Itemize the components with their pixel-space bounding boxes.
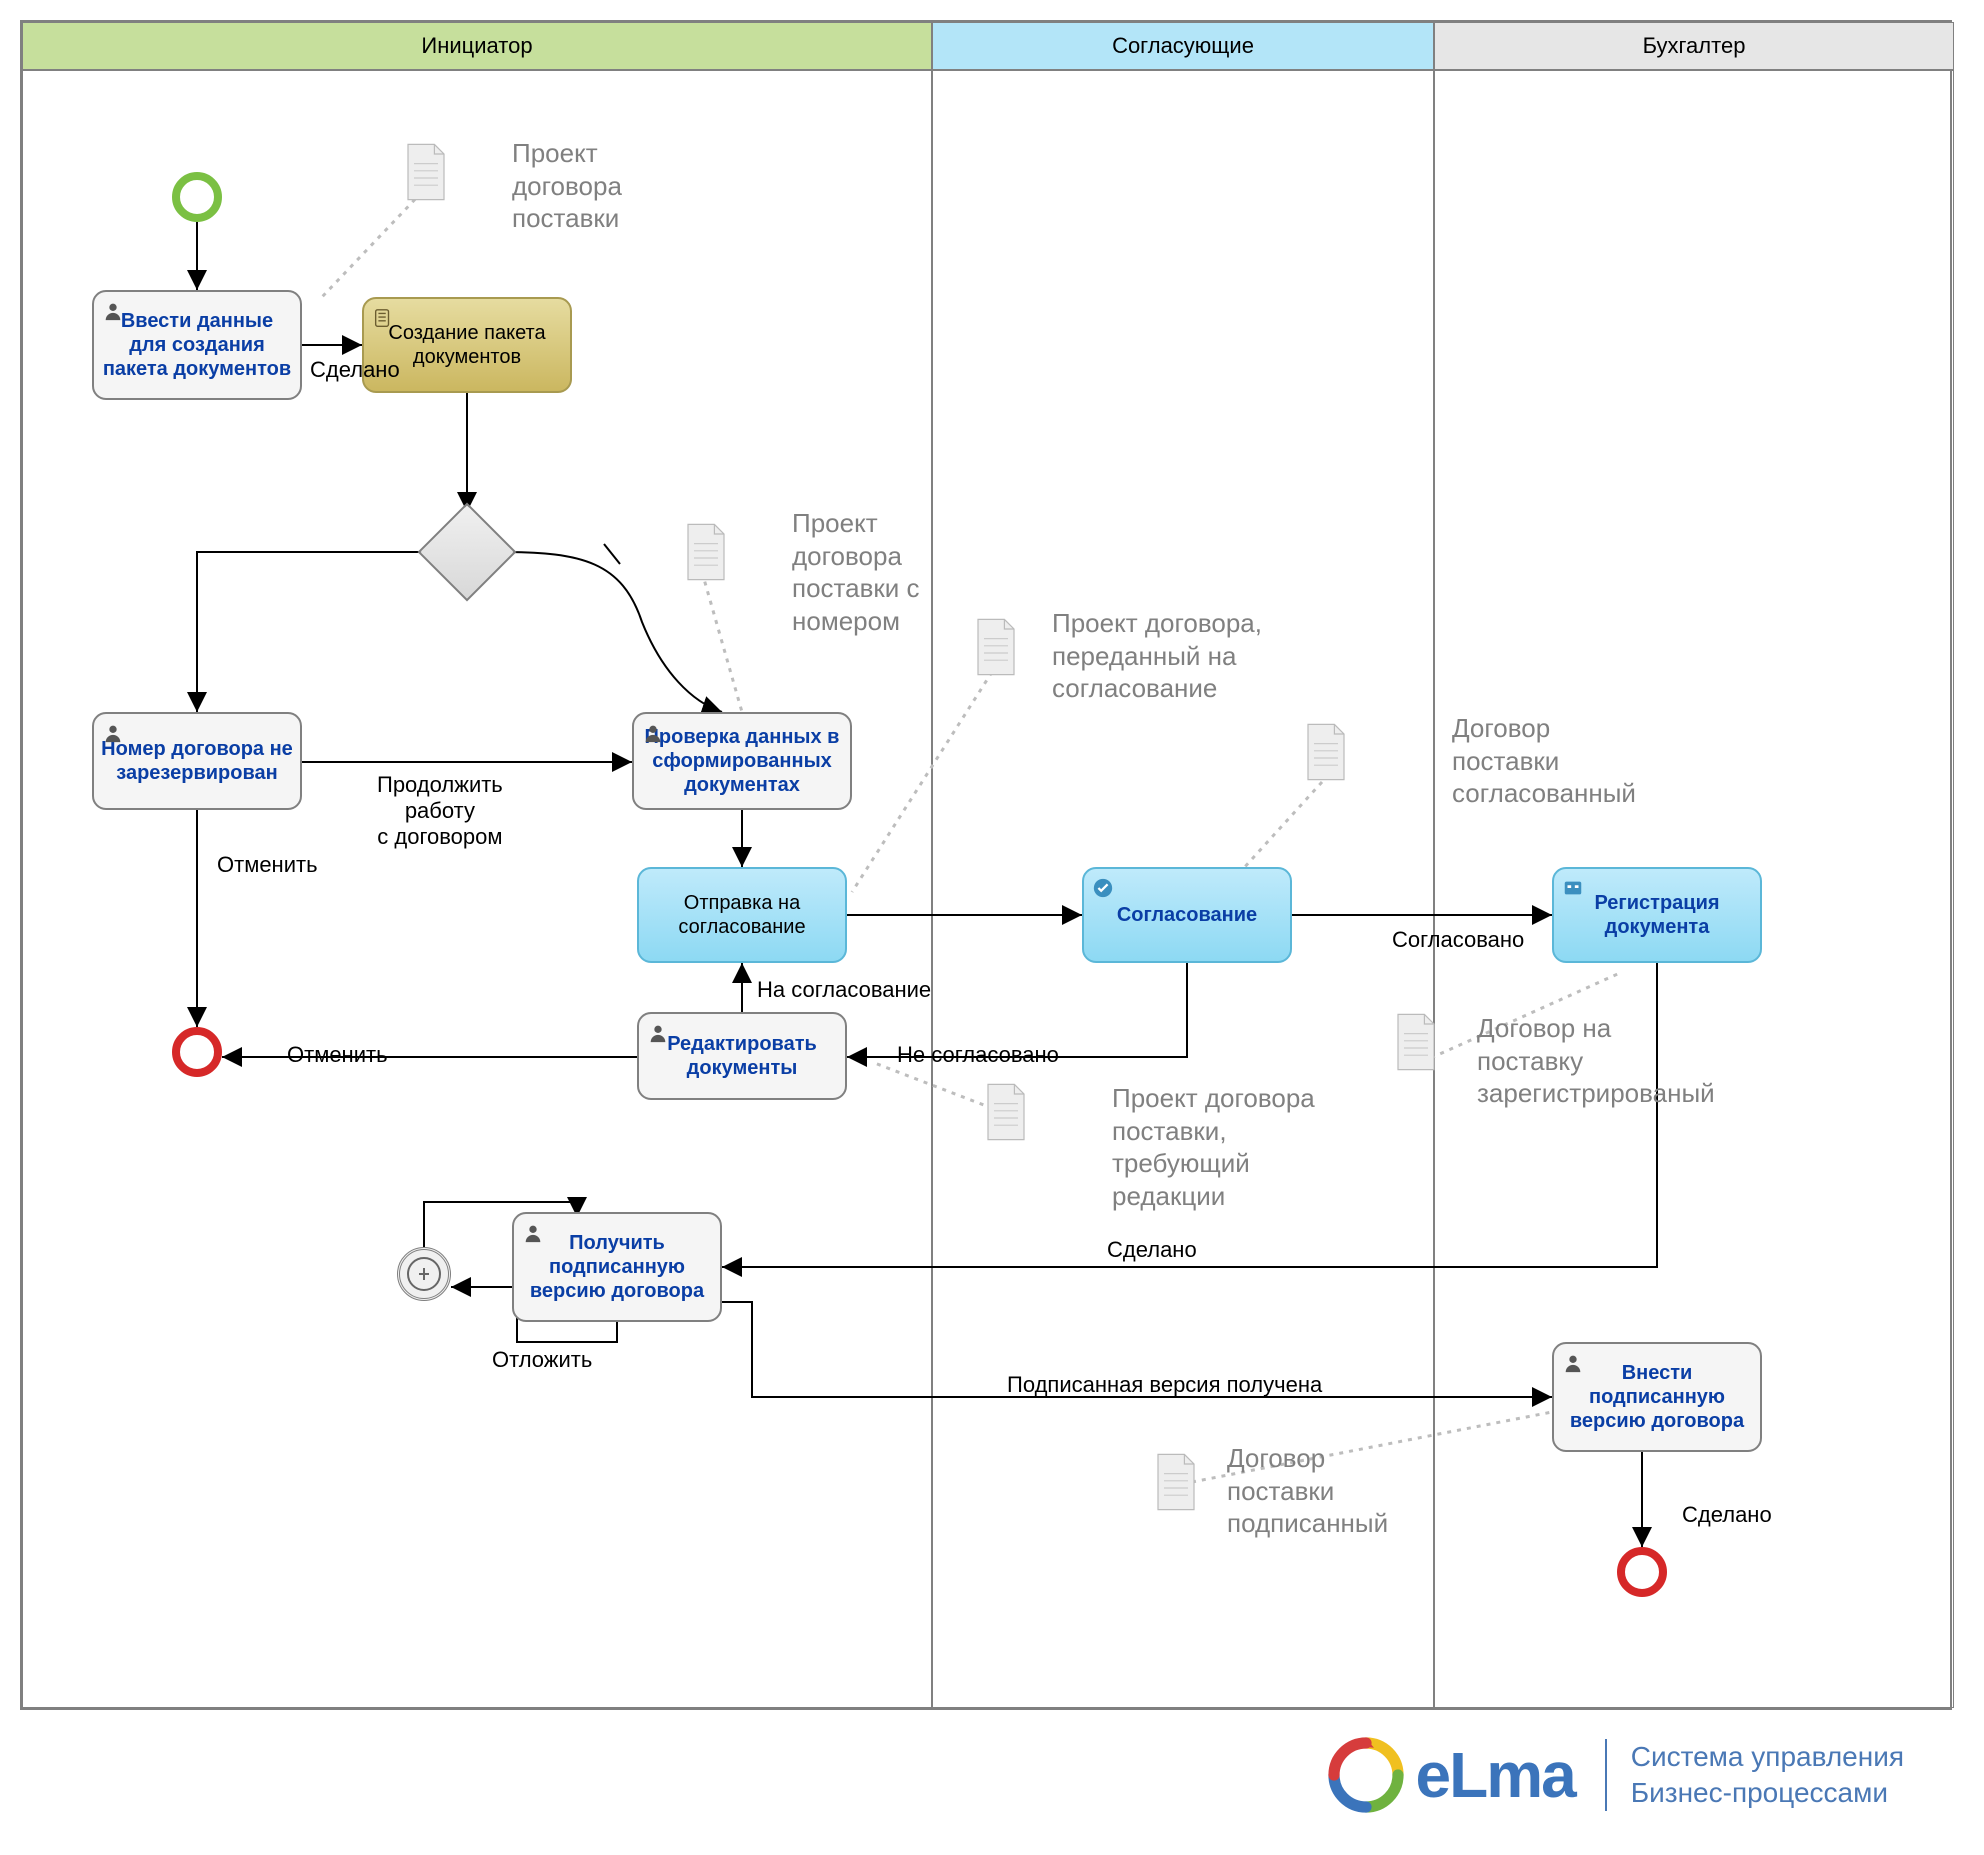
edge-label: Продолжить работу с договором	[377, 772, 503, 850]
user-icon	[522, 1222, 544, 1244]
slogan-line: Бизнес-процессами	[1631, 1775, 1904, 1811]
task-check-data[interactable]: Проверка данных в сформированных докумен…	[632, 712, 852, 810]
diagram-canvas: Инициатор Согласующие Бухгалтер	[20, 20, 1952, 1710]
document-icon	[682, 522, 730, 582]
lane-header-initiator: Инициатор	[22, 22, 932, 70]
start-event	[172, 172, 222, 222]
edge-label: Подписанная версия получена	[1007, 1372, 1322, 1398]
edge-label: Сделано	[310, 357, 400, 383]
document-icon	[972, 617, 1020, 677]
task-edit-docs[interactable]: Редактировать документы	[637, 1012, 847, 1100]
annotation-text: Проект договора поставки	[512, 137, 622, 235]
document-icon	[1152, 1452, 1200, 1512]
edge-label: Сделано	[1107, 1237, 1197, 1263]
task-label: Получить подписанную версию договора	[520, 1231, 714, 1303]
user-icon	[102, 300, 124, 322]
user-icon	[102, 722, 124, 744]
edge-label: На согласование	[757, 977, 931, 1003]
end-event-1	[172, 1027, 222, 1077]
edge-label: Согласовано	[1392, 927, 1524, 953]
lane-label: Бухгалтер	[1643, 33, 1746, 59]
document-icon	[982, 1082, 1030, 1142]
document-icon	[1302, 722, 1350, 782]
annotation-text: Договор поставки подписанный	[1227, 1442, 1388, 1540]
annotation-text: Проект договора, переданный на согласова…	[1052, 607, 1262, 705]
logo-swirl-icon	[1326, 1735, 1406, 1815]
annotation-text: Договор поставки согласованный	[1452, 712, 1636, 810]
task-label: Отправка на согласование	[645, 891, 839, 939]
lane-label: Согласующие	[1112, 33, 1254, 59]
task-get-signed[interactable]: Получить подписанную версию договора	[512, 1212, 722, 1322]
edge-label: Сделано	[1682, 1502, 1772, 1528]
script-icon	[372, 307, 394, 329]
edge-label: Не согласовано	[897, 1042, 1059, 1068]
footer-slogan: Система управления Бизнес-процессами	[1605, 1739, 1904, 1812]
check-circle-icon	[1092, 877, 1114, 899]
brand-name: eLma	[1416, 1738, 1575, 1812]
task-enter-signed[interactable]: Внести подписанную версию договора	[1552, 1342, 1762, 1452]
timer-event	[397, 1247, 451, 1301]
task-label: Внести подписанную версию договора	[1560, 1361, 1754, 1433]
lane-label: Инициатор	[421, 33, 532, 59]
task-label: Регистрация документа	[1560, 891, 1754, 939]
end-event-2	[1617, 1547, 1667, 1597]
annotation-text: Проект договора поставки с номером	[792, 507, 920, 637]
task-send-approval[interactable]: Отправка на согласование	[637, 867, 847, 963]
document-icon	[402, 142, 450, 202]
user-icon	[642, 722, 664, 744]
elma-logo: eLma	[1326, 1735, 1575, 1815]
task-label: Согласование	[1117, 903, 1257, 927]
edge-label: Отложить	[492, 1347, 592, 1373]
register-icon	[1562, 877, 1584, 899]
footer: eLma Система управления Бизнес-процессам…	[0, 1735, 1984, 1815]
task-label: Редактировать документы	[645, 1032, 839, 1080]
lane-header-accountant: Бухгалтер	[1434, 22, 1954, 70]
user-icon	[647, 1022, 669, 1044]
document-icon	[1392, 1012, 1440, 1072]
lane-header-approvers: Согласующие	[932, 22, 1434, 70]
user-icon	[1562, 1352, 1584, 1374]
task-approval[interactable]: Согласование	[1082, 867, 1292, 963]
task-register[interactable]: Регистрация документа	[1552, 867, 1762, 963]
task-label: Номер договора не зарезервирован	[100, 737, 294, 785]
task-label: Проверка данных в сформированных докумен…	[640, 725, 844, 797]
task-not-reserved[interactable]: Номер договора не зарезервирован	[92, 712, 302, 810]
edge-label: Отменить	[287, 1042, 388, 1068]
task-label: Ввести данные для создания пакета докуме…	[100, 309, 294, 381]
edge-label: Отменить	[217, 852, 318, 878]
annotation-text: Проект договора поставки, требующий реда…	[1112, 1082, 1315, 1212]
slogan-line: Система управления	[1631, 1739, 1904, 1775]
annotation-text: Договор на поставку зарегистрированый	[1477, 1012, 1715, 1110]
task-enter-data[interactable]: Ввести данные для создания пакета докуме…	[92, 290, 302, 400]
